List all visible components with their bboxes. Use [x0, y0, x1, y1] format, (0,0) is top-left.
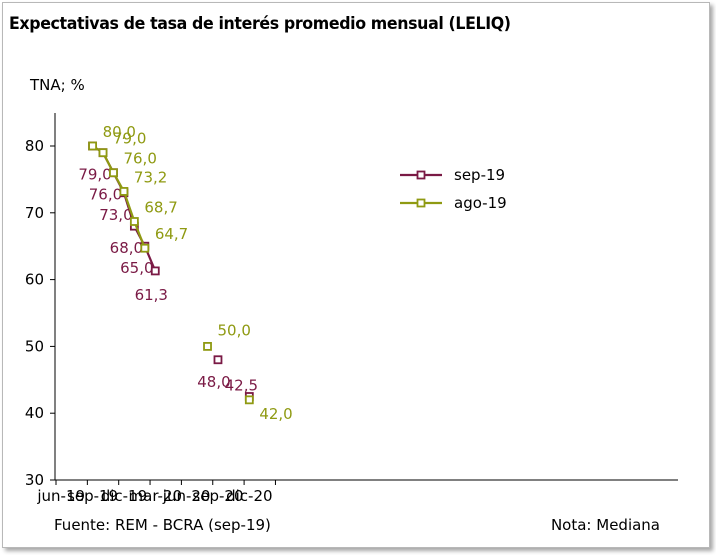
data-point-ago-19	[203, 341, 212, 351]
data-point-sep-19	[213, 355, 223, 365]
y-tick-label: 30	[25, 471, 44, 489]
data-point-ago-19	[244, 395, 254, 405]
data-label-sep-19: 76,0	[89, 186, 122, 204]
chart-frame	[2, 2, 710, 548]
data-point-ago-19	[88, 141, 97, 151]
legend-swatch-marker	[416, 170, 426, 180]
data-label-ago-19: 50,0	[218, 321, 251, 339]
data-label-ago-19: 73,2	[134, 168, 167, 186]
data-label-ago-19: 76,0	[123, 150, 156, 168]
data-point-ago-19	[109, 168, 118, 178]
legend-label: sep-19	[454, 166, 505, 184]
data-point-ago-19	[98, 148, 108, 158]
x-tick-label: sep-19	[67, 487, 118, 505]
data-label-ago-19: 68,7	[144, 198, 177, 216]
data-point-sep-19	[150, 266, 160, 276]
chart-title: Expectativas de tasa de interés promedio…	[9, 14, 511, 34]
data-label-ago-19: 64,7	[155, 225, 188, 243]
y-tick-label: 60	[25, 271, 44, 289]
y-axis-unit-label: TNA; %	[30, 76, 85, 94]
data-label-ago-19: 79,0	[113, 130, 146, 148]
x-tick-label: mar-20	[129, 487, 183, 505]
data-point-ago-19	[119, 187, 129, 196]
y-tick-label: 70	[25, 204, 44, 222]
x-tick-label: jun-19	[36, 487, 85, 505]
x-tick-label: dic-20	[226, 487, 272, 505]
median-note: Nota: Mediana	[550, 516, 660, 534]
data-point-ago-19	[140, 243, 150, 253]
data-label-sep-19: 73,0	[99, 206, 132, 224]
x-tick-label: sep-20	[192, 487, 243, 505]
legend-swatch-marker	[416, 198, 426, 208]
y-tick-label: 50	[25, 337, 44, 355]
data-label-sep-19: 79,0	[78, 166, 111, 184]
y-tick-label: 40	[25, 404, 44, 422]
data-label-ago-19: 42,0	[259, 405, 292, 423]
data-label-sep-19: 68,0	[110, 239, 143, 257]
source-note: Fuente: REM - BCRA (sep-19)	[54, 516, 271, 534]
x-tick-label: dic-19	[101, 487, 147, 505]
data-label-ago-19: 80,0	[103, 123, 136, 141]
y-tick-label: 80	[25, 137, 44, 155]
legend-label: ago-19	[454, 194, 507, 212]
data-label-sep-19: 61,3	[135, 286, 168, 304]
x-tick-label: jun-20	[162, 487, 211, 505]
data-point-ago-19	[129, 217, 139, 226]
data-label-sep-19: 42,5	[225, 377, 258, 395]
data-label-sep-19: 48,0	[197, 373, 230, 391]
data-label-sep-19: 65,0	[120, 259, 153, 277]
